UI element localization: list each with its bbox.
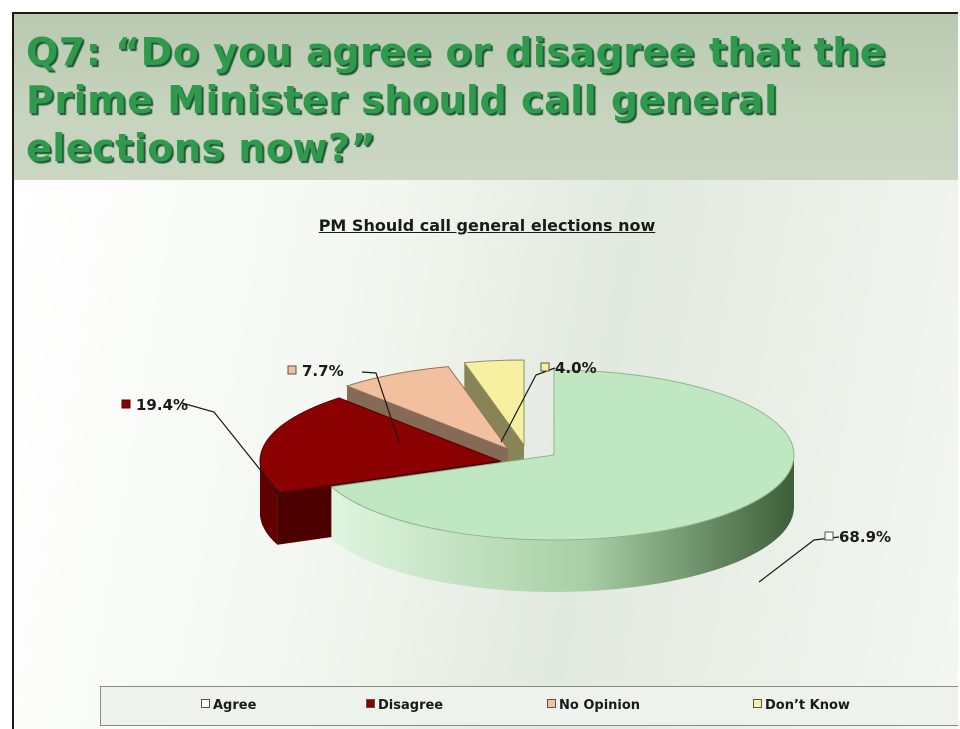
data-label-dont-know: 4.0% <box>555 359 597 377</box>
legend-label-no-opinion: No Opinion <box>559 698 641 713</box>
title-band: Q7: “Do you agree or disagree that the P… <box>14 14 958 180</box>
legend-item-no-opinion: No Opinion <box>547 698 640 713</box>
leader-line-no-opinion <box>361 371 400 443</box>
legend-label-disagree: Disagree <box>378 698 444 713</box>
leader-line-agree <box>758 536 840 583</box>
data-label-swatch-disagree <box>121 399 131 409</box>
legend-swatch-no-opinion <box>547 699 556 708</box>
leader-line-disagree <box>181 402 287 503</box>
chart-area: PM Should call general elections now 68.… <box>14 180 958 729</box>
legend-label-dont-know: Don’t Know <box>765 698 850 713</box>
pie-slice-agree <box>330 369 795 592</box>
legend-swatch-disagree <box>366 699 375 708</box>
data-label-swatch-no-opinion <box>287 365 297 375</box>
chart-legend: Agree Disagree No Opinion Don’t Know <box>100 686 958 726</box>
legend-swatch-dont-know <box>753 699 762 708</box>
legend-item-disagree: Disagree <box>366 698 443 713</box>
legend-label-agree: Agree <box>213 698 257 713</box>
data-label-disagree: 19.4% <box>136 396 188 414</box>
legend-swatch-agree <box>201 699 210 708</box>
legend-item-dont-know: Don’t Know <box>753 698 850 713</box>
slide-frame: Q7: “Do you agree or disagree that the P… <box>12 12 958 729</box>
data-label-swatch-dont-know <box>540 362 550 372</box>
data-label-no-opinion: 7.7% <box>302 362 344 380</box>
chart-title: PM Should call general elections now <box>318 216 656 235</box>
data-label-swatch-agree <box>824 531 834 541</box>
pie-chart: 68.9% 19.4% 7.7% 4.0% <box>121 359 891 592</box>
legend-item-agree: Agree <box>201 698 256 713</box>
slide-title: Q7: “Do you agree or disagree that the P… <box>26 30 887 170</box>
data-label-agree: 68.9% <box>839 528 891 546</box>
